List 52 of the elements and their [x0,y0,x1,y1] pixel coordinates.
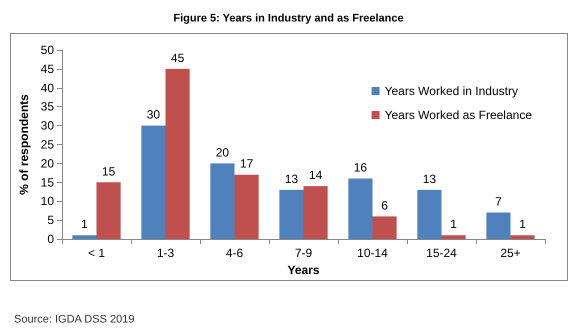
data-label: 7 [495,194,502,209]
data-label: 1 [450,217,458,232]
legend-label: Years Worked in Industry [384,84,518,98]
bar [372,216,397,239]
y-tick-label: 0 [47,232,54,246]
y-tick-label: 45 [40,62,54,76]
bar [210,163,234,239]
data-label: 1 [519,217,526,232]
y-axis-title: % of respondents [16,94,31,195]
bar [234,174,259,239]
y-tick-label: 25 [40,138,54,152]
data-label: 14 [308,168,323,182]
x-tick-label: 1-3 [156,246,174,260]
bar [486,212,510,239]
bar [510,235,535,239]
data-label: 1 [81,217,88,232]
data-label: 6 [381,198,388,212]
bar [304,186,328,239]
data-label: 13 [422,172,436,186]
bar [442,235,466,239]
y-tick-label: 40 [40,80,54,95]
bar [72,235,96,239]
data-label: 16 [354,160,368,175]
y-tick-label: 20 [40,156,54,170]
bar [417,190,442,239]
y-tick-label: 50 [40,43,54,57]
x-tick-label: 4-6 [226,246,244,260]
data-label: 17 [240,156,254,171]
data-label: 45 [170,50,185,65]
y-tick-label: 35 [40,100,54,114]
y-tick-label: 30 [40,118,54,133]
bar [279,190,304,239]
x-tick-label: < 1 [88,246,106,260]
y-tick-label: 15 [40,175,54,190]
data-label: 13 [284,172,298,186]
data-label: 20 [216,145,230,160]
bar [141,126,166,239]
bar [348,178,372,239]
data-label: 15 [102,164,116,178]
x-axis-title: Years [287,262,320,277]
chart-title: Figure 5: Years in Industry and as Freelance [173,12,404,24]
x-tick-label: 25+ [500,246,521,260]
legend-label: Years Worked as Freelance [384,108,532,122]
bar [96,182,121,239]
y-tick-label: 10 [40,194,54,208]
bar [166,68,190,239]
data-label: 30 [146,108,160,122]
x-tick-label: 7-9 [294,246,312,260]
y-tick-label: 5 [47,213,54,228]
x-tick-label: 15-24 [426,246,458,260]
source-note: Source: IGDA DSS 2019 [14,314,134,326]
x-tick-label: 10-14 [357,246,388,260]
